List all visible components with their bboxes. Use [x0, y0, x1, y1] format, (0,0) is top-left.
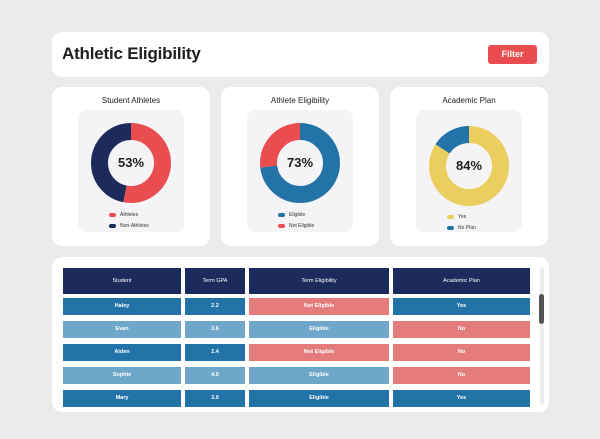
column-header-student[interactable]: Student [63, 268, 181, 294]
scrollbar-track[interactable] [540, 267, 544, 405]
donut-chart [91, 123, 171, 203]
chart-panel: 84% Yes No Plan [416, 110, 522, 232]
cell-plan: Yes [393, 390, 530, 407]
legend-item: Not Eligible [278, 220, 314, 231]
card-title: Athlete Eligibility [270, 96, 330, 105]
legend-swatch [447, 225, 454, 230]
card-title: Academic Plan [442, 96, 496, 105]
legend-label: Not Eligible [289, 222, 315, 229]
cell-plan: No [393, 367, 530, 384]
donut-chart [429, 126, 509, 206]
chart-panel: 73% Eligible Not Eligible [247, 110, 353, 232]
legend-swatch [109, 212, 116, 217]
chart-legend: Athletes Non-Athletes [109, 209, 149, 231]
cell-gpa: 2.2 [185, 298, 245, 315]
legend-swatch [447, 214, 454, 219]
donut-slice-not-eligible [260, 123, 340, 203]
cell-gpa: 3.6 [185, 321, 245, 338]
student-athletes-card: Student Athletes 53% Athletes Non-Athlet… [52, 87, 210, 246]
cell-eligibility: Not Eligible [249, 344, 389, 361]
legend-label: No Plan [458, 224, 476, 231]
legend-item: Athletes [109, 209, 149, 220]
legend-label: Non-Athletes [120, 222, 149, 229]
column-header-eligibility[interactable]: Term Eligibility [249, 268, 389, 294]
cell-student: Haley [63, 298, 181, 315]
donut-chart [260, 123, 340, 203]
cell-student: Mary [63, 390, 181, 407]
athlete-eligibility-card: Athlete Eligibility 73% Eligible Not Eli… [221, 87, 379, 246]
cell-plan: No [393, 344, 530, 361]
cell-student: Sophie [63, 367, 181, 384]
filter-button[interactable]: Filter [488, 45, 537, 64]
cell-eligibility: Eligible [249, 367, 389, 384]
legend-label: Yes [458, 213, 467, 220]
cell-gpa: 2.4 [185, 344, 245, 361]
legend-item: Non-Athletes [109, 220, 149, 231]
donut-center-percent: 73% [286, 155, 314, 170]
chart-legend: Eligible Not Eligible [278, 209, 314, 231]
chart-panel: 53% Athletes Non-Athletes [78, 110, 184, 232]
card-title: Student Athletes [101, 96, 161, 105]
cell-student: Evan [63, 321, 181, 338]
donut-slice-no-plan [429, 126, 509, 206]
scrollbar-thumb[interactable] [539, 294, 544, 324]
legend-item: Eligible [278, 209, 314, 220]
column-header-plan[interactable]: Academic Plan [393, 268, 530, 294]
cell-eligibility: Eligible [249, 321, 389, 338]
cell-eligibility: Eligible [249, 390, 389, 407]
chart-legend: Yes No Plan [447, 211, 476, 233]
academic-plan-card: Academic Plan 84% Yes No Plan [390, 87, 548, 246]
legend-label: Athletes [120, 211, 139, 218]
cell-student: Aiden [63, 344, 181, 361]
cell-gpa: 3.0 [185, 390, 245, 407]
legend-item: No Plan [447, 222, 476, 233]
legend-item: Yes [447, 211, 476, 222]
donut-center-percent: 84% [455, 158, 483, 173]
donut-center-percent: 53% [117, 155, 145, 170]
cell-gpa: 4.0 [185, 367, 245, 384]
cell-plan: No [393, 321, 530, 338]
student-table: Student Term GPA Term Eligibility Academ… [52, 257, 549, 412]
legend-swatch [109, 223, 116, 228]
donut-slice-non-athletes [91, 123, 171, 203]
legend-swatch [278, 223, 285, 228]
legend-swatch [278, 212, 285, 217]
column-header-gpa[interactable]: Term GPA [185, 268, 245, 294]
cell-plan: Yes [393, 298, 530, 315]
cell-eligibility: Not Eligible [249, 298, 389, 315]
page-title: Athletic Eligibility [62, 44, 201, 63]
legend-label: Eligible [289, 211, 306, 218]
header-bar: Athletic Eligibility Filter [52, 32, 549, 77]
